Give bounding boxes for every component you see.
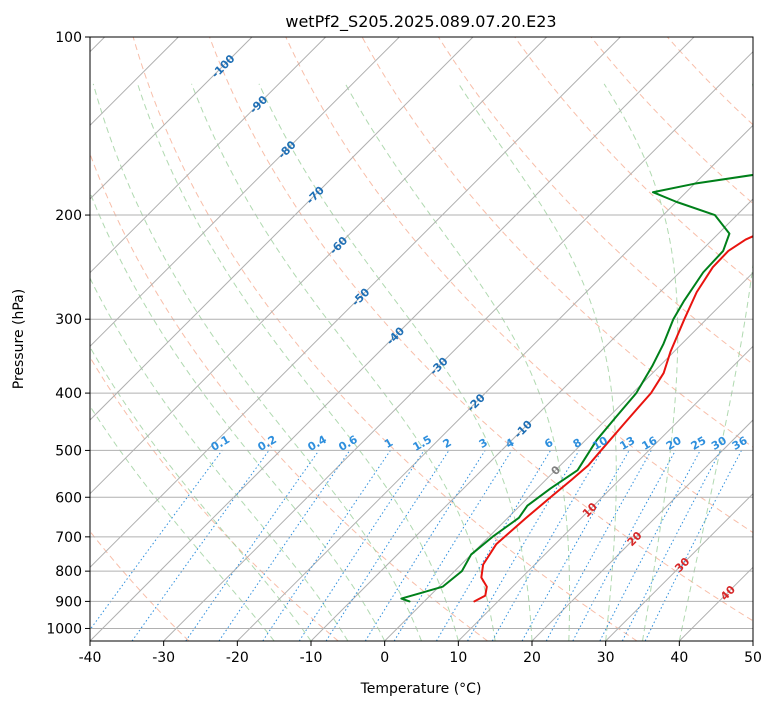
moist-adiabat-line: [344, 83, 571, 641]
isotherm-line: [384, 271, 753, 641]
x-tick-label: -10: [300, 650, 323, 666]
mixing-ratio-line: [491, 450, 603, 641]
plot-background: [90, 37, 753, 641]
y-tick-label: 700: [55, 530, 82, 546]
x-tick-label: 20: [523, 650, 541, 666]
x-tick-label: -20: [226, 650, 249, 666]
x-tick-label: -30: [152, 650, 175, 666]
isotherm-line: [163, 50, 753, 641]
pressure-gridlines: [90, 37, 753, 629]
isotherm-line: [90, 37, 695, 641]
mixing-ratio-line: [572, 450, 676, 641]
moist-adiabat-line: [191, 83, 496, 641]
dry-adiabat-line: [132, 37, 638, 641]
y-tick-label: 600: [55, 490, 82, 506]
mixing-ratio-line: [131, 450, 270, 641]
moist-adiabat-line: [258, 83, 533, 641]
x-axis: -40 -30 -20 -10 0 10 20 30 40 50: [79, 641, 762, 666]
mixing-ratio-line: [218, 450, 351, 641]
series-layer: [400, 173, 753, 603]
isotherm-line: [90, 37, 474, 421]
temperature-profile-line: [473, 235, 753, 603]
mixing-ratio-line: [467, 450, 580, 641]
y-axis: 1000 900 800 700 600 500 400 300 200 100: [46, 30, 90, 637]
x-tick-label: 40: [670, 650, 688, 666]
y-tick-label: 300: [55, 312, 82, 328]
mixing-ratio-line: [435, 450, 552, 641]
chart-title: wetPf2_S205.2025.089.07.20.E23: [285, 12, 556, 32]
isotherm-line: [90, 37, 548, 495]
y-axis-title: Pressure (hPa): [11, 289, 27, 389]
mixing-ratio-line: [364, 450, 486, 641]
isotherm-line: [90, 37, 327, 274]
dry-adiabat-line: [209, 37, 753, 622]
mixing-ratio-line: [521, 450, 630, 641]
x-tick-label: 30: [597, 650, 615, 666]
isotherm-line: [310, 198, 753, 641]
isotherm-line: [90, 37, 621, 569]
moist-adiabat-line: [678, 83, 753, 641]
moist-adiabat-line: [90, 191, 386, 641]
y-tick-label: 1000: [46, 621, 82, 637]
y-tick-label: 800: [55, 564, 82, 580]
moist-adiabat-line: [137, 83, 459, 641]
isotherm-line: [605, 492, 753, 641]
mixing-ratio-line: [325, 450, 450, 641]
moist-adiabat-line: [603, 83, 679, 641]
background-lines: [90, 37, 753, 641]
dry-adiabat-line: [590, 37, 753, 205]
y-tick-label: 500: [55, 443, 82, 459]
x-axis-title: Temperature (°C): [360, 681, 482, 697]
y-tick-label: 100: [55, 30, 82, 46]
mixing-ratio-line: [90, 450, 223, 631]
plot-frame: [89, 36, 754, 642]
mixing-ratio-line: [545, 450, 652, 641]
isotherm-line: [457, 345, 753, 641]
x-tick-label: -40: [79, 650, 102, 666]
y-tick-label: 900: [55, 594, 82, 610]
mixing-ratio-line: [393, 450, 513, 641]
dewpoint-profile-line: [400, 173, 753, 603]
moist-adiabat-line: [90, 346, 312, 641]
x-tick-label: 0: [380, 650, 389, 666]
y-tick-label: 200: [55, 208, 82, 224]
y-tick-label: 400: [55, 386, 82, 402]
isotherm-line: [752, 640, 753, 641]
moist-adiabat-line: [90, 405, 275, 641]
moist-adiabat-line: [90, 277, 349, 641]
isotherm-line: [90, 37, 400, 348]
moist-adiabat-line: [458, 83, 617, 641]
isotherm-line: [90, 37, 253, 200]
x-tick-label: 50: [744, 650, 762, 666]
dry-adiabat-line: [514, 37, 753, 284]
isotherm-line: [531, 419, 753, 641]
isotherm-line: [236, 124, 753, 641]
x-tick-label: 10: [449, 650, 467, 666]
